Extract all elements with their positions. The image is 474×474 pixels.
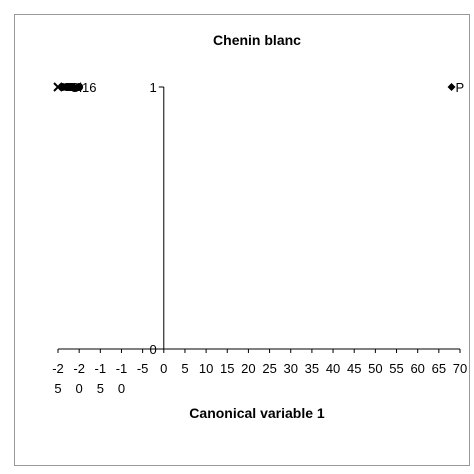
x-tick-label: 25 — [262, 361, 277, 376]
point — [75, 83, 84, 91]
x-tick-label: -5 — [136, 361, 149, 376]
x-tick-label: 35 — [304, 361, 320, 376]
x-tick-label: 30 — [283, 361, 298, 376]
x-tick-label: 60 — [410, 361, 425, 376]
y-tick-label: 1 — [150, 80, 157, 95]
point — [66, 83, 75, 91]
x-tick-label: -15 — [94, 361, 107, 396]
x-tick-label: 45 — [346, 361, 362, 376]
x-tick-label: 0 — [160, 361, 168, 376]
x-tick-label: 70 — [452, 361, 468, 376]
x-tick-label: 40 — [325, 361, 341, 376]
x-tick-label: 20 — [241, 361, 256, 376]
frame — [14, 14, 470, 466]
point — [447, 83, 456, 91]
x-tick-label: 10 — [198, 361, 214, 376]
y-tick-label: 0 — [150, 342, 157, 357]
x-tick-label: 5 — [181, 361, 189, 376]
chart-title: Chenin blanc — [213, 32, 301, 48]
x-tick-label: 15 — [220, 361, 235, 376]
x-tick-label: 55 — [389, 361, 404, 376]
x-tick-label: -25 — [52, 361, 64, 396]
x-tick-label: -20 — [73, 361, 85, 396]
x-axis-title: Canonical variable 1 — [189, 405, 325, 421]
x-tick-label: 65 — [431, 361, 447, 376]
x-tick-label: -10 — [115, 361, 128, 396]
point-label: P — [456, 80, 465, 95]
x-tick-label: 50 — [368, 361, 383, 376]
